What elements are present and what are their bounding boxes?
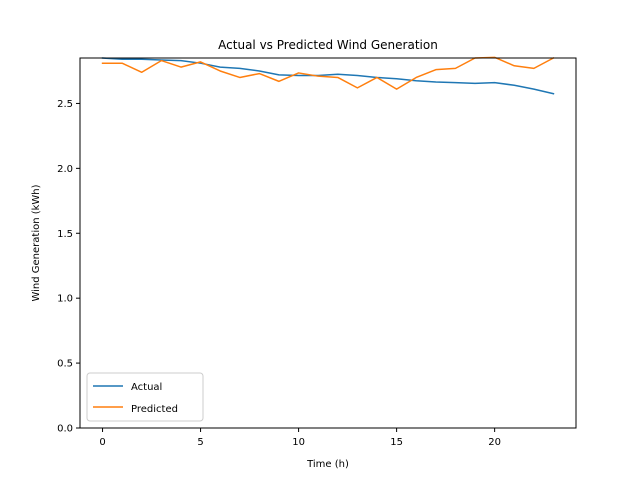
y-tick-label: 1.5 bbox=[57, 229, 73, 240]
chart-title: Actual vs Predicted Wind Generation bbox=[218, 38, 438, 52]
plot-frame bbox=[79, 57, 577, 429]
x-tick-label: 20 bbox=[488, 437, 501, 448]
y-tick-label: 1.0 bbox=[57, 294, 73, 305]
y-tick-label: 2.0 bbox=[57, 164, 73, 175]
y-tick-label: 0.0 bbox=[57, 424, 73, 435]
legend: Actual Predicted bbox=[86, 372, 204, 422]
legend-label-predicted: Predicted bbox=[131, 404, 178, 415]
legend-label-actual: Actual bbox=[131, 382, 162, 393]
x-tick-label: 10 bbox=[292, 437, 305, 448]
x-tick-label: 15 bbox=[390, 437, 403, 448]
series-line-actual bbox=[101, 57, 555, 95]
y-tick-label: 2.5 bbox=[57, 99, 73, 110]
x-tick-label: 5 bbox=[197, 437, 203, 448]
plot-area bbox=[80, 58, 576, 428]
x-axis-label: Time (h) bbox=[306, 459, 349, 470]
y-axis-label: Wind Generation (kWh) bbox=[31, 184, 42, 301]
x-tick-label: 0 bbox=[99, 437, 105, 448]
y-tick-label: 0.5 bbox=[57, 359, 73, 370]
legend-box bbox=[86, 372, 204, 422]
axes-layer: 0 5 10 15 20 0.0 0.5 1.0 1.5 2.0 2.5 bbox=[57, 99, 501, 448]
